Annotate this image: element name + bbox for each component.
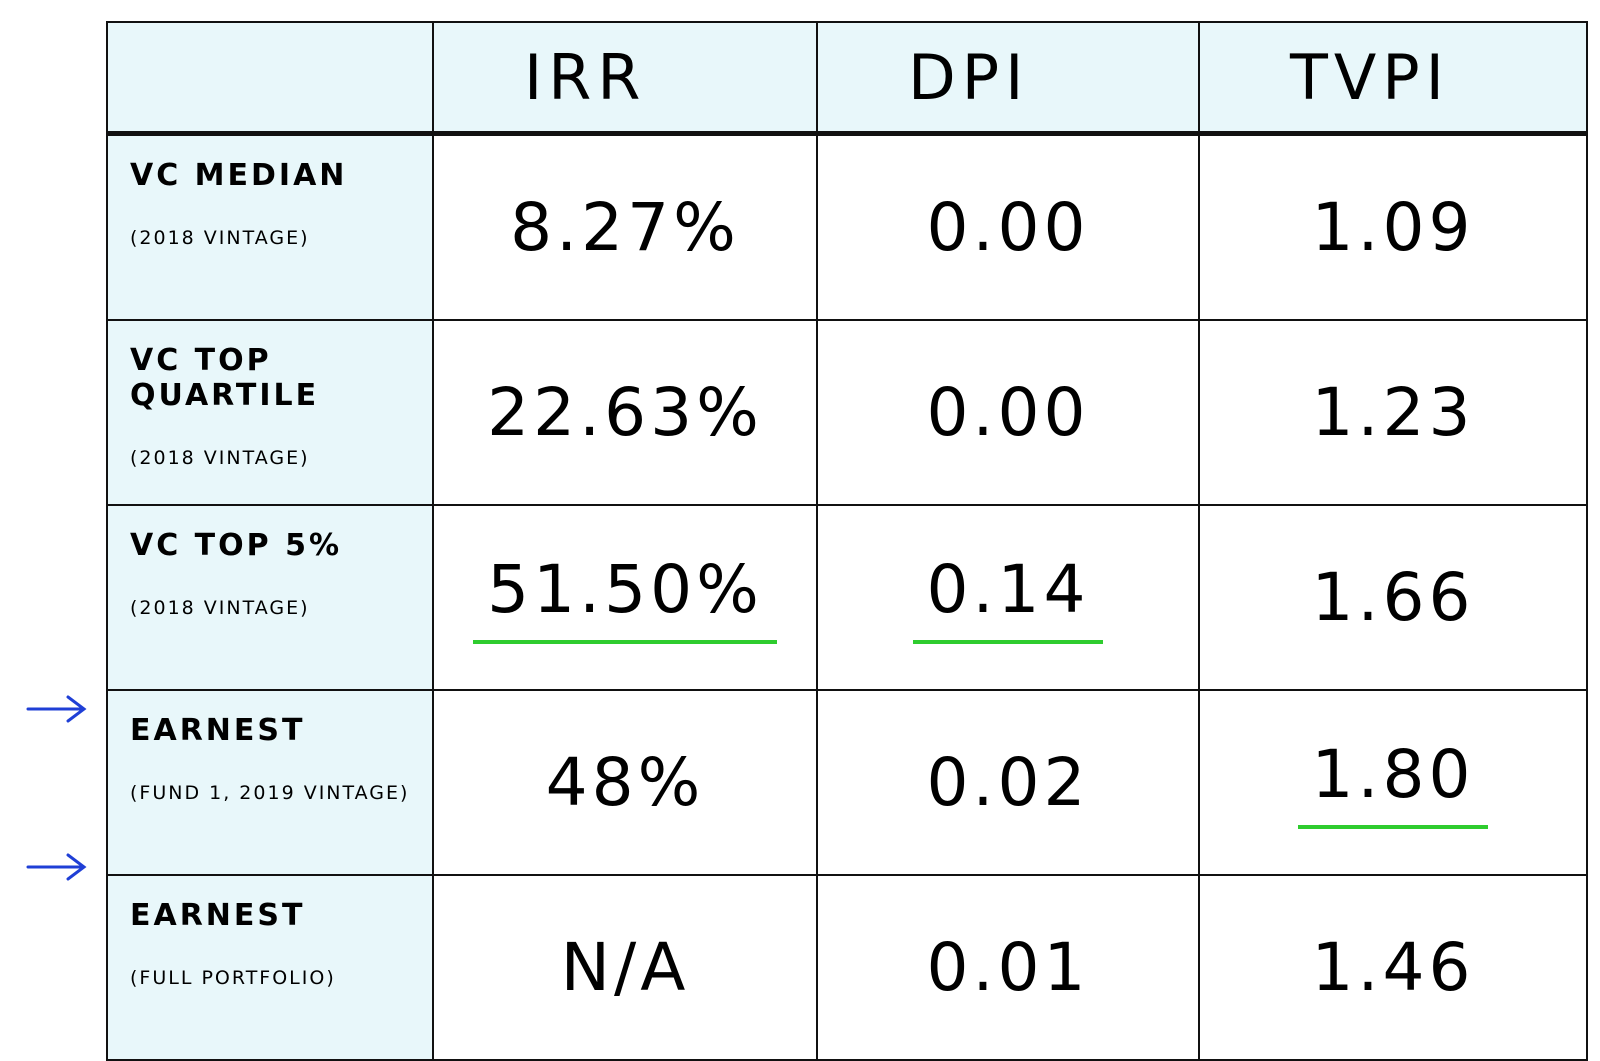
arrow (26, 695, 87, 723)
cell: 51.50% (432, 504, 818, 691)
row-sublabel: (FULL PORTFOLIO) (130, 967, 336, 989)
row-sublabel: (FUND 1, 2019 VINTAGE) (130, 782, 410, 804)
row-sublabel: (2018 VINTAGE) (130, 447, 310, 469)
row: EARNEST (FUND 1, 2019 VINTAGE) 48% 0.02 1… (106, 689, 1588, 876)
cell-value: 1.80 (1297, 736, 1489, 829)
cell-value: 0.01 (926, 929, 1090, 1006)
row-label: EARNEST (130, 898, 306, 933)
cell-value: 0.00 (926, 374, 1090, 451)
row: VC TOP 5% (2018 VINTAGE) 51.50% 0.14 1.66 (106, 504, 1588, 691)
cell-value: 0.14 (912, 551, 1104, 644)
cell: N/A (432, 874, 818, 1061)
cell-value: N/A (560, 929, 690, 1006)
cell-value: 51.50% (473, 551, 777, 644)
row: VC TOP QUARTILE (2018 VINTAGE) 22.63% 0.0… (106, 319, 1588, 506)
row-label-cell: VC TOP 5% (2018 VINTAGE) (106, 504, 434, 691)
page: IRR DPI TVPI VC MEDIAN (2018 VINTAGE) 8.2… (26, 21, 1588, 1061)
cell-value: 0.02 (926, 744, 1090, 821)
cell-value: 0.00 (926, 189, 1090, 266)
row-label: VC TOP QUARTILE (130, 343, 320, 413)
cell: 1.66 (1198, 504, 1588, 691)
cell-value: 1.66 (1311, 559, 1475, 636)
row-label: VC TOP 5% (130, 528, 343, 563)
arrow (26, 853, 87, 881)
row-label-cell: EARNEST (FUND 1, 2019 VINTAGE) (106, 689, 434, 876)
cell: 8.27% (432, 132, 818, 321)
cell-value: 1.46 (1311, 929, 1475, 1006)
cell: 0.00 (816, 132, 1200, 321)
row-label-cell: VC TOP QUARTILE (2018 VINTAGE) (106, 319, 434, 506)
row-label-cell: VC MEDIAN (2018 VINTAGE) (106, 132, 434, 321)
column-header: TVPI (1198, 21, 1588, 136)
column-header: DPI (816, 21, 1200, 136)
corner-cell (106, 21, 434, 136)
cell-value: 8.27% (510, 189, 740, 266)
cell-value: 48% (545, 744, 705, 821)
cell: 0.14 (816, 504, 1200, 691)
cell: 0.00 (816, 319, 1200, 506)
metrics-table: IRR DPI TVPI VC MEDIAN (2018 VINTAGE) 8.2… (106, 21, 1588, 1061)
row: EARNEST (FULL PORTFOLIO) N/A 0.01 1.46 (106, 874, 1588, 1061)
cell: 1.23 (1198, 319, 1588, 506)
cell-value: 1.09 (1311, 189, 1475, 266)
cell: 1.09 (1198, 132, 1588, 321)
row-sublabel: (2018 VINTAGE) (130, 227, 310, 249)
row: VC MEDIAN (2018 VINTAGE) 8.27% 0.00 1.09 (106, 132, 1588, 321)
row-label-cell: EARNEST (FULL PORTFOLIO) (106, 874, 434, 1061)
row-label: VC MEDIAN (130, 158, 348, 193)
cell-value: 22.63% (487, 374, 763, 451)
cell: 22.63% (432, 319, 818, 506)
column-header: IRR (432, 21, 818, 136)
cell-value: 1.23 (1311, 374, 1475, 451)
cell: 1.46 (1198, 874, 1588, 1061)
row-label: EARNEST (130, 713, 306, 748)
cell: 0.02 (816, 689, 1200, 876)
cell: 1.80 (1198, 689, 1588, 876)
cell: 48% (432, 689, 818, 876)
header-row: IRR DPI TVPI (106, 21, 1588, 136)
row-sublabel: (2018 VINTAGE) (130, 597, 310, 619)
cell: 0.01 (816, 874, 1200, 1061)
